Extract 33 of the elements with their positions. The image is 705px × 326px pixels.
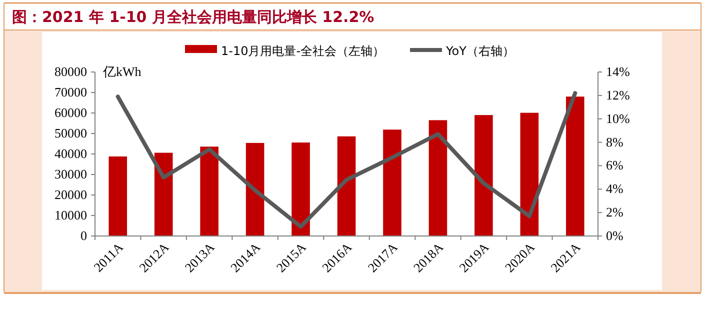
bar [428,120,448,236]
y-tick-label: 50000 [54,126,87,140]
y-tick-label: 70000 [54,84,87,100]
y-tick-label: 0 [80,228,87,243]
y2-tick-label: 14% [606,64,630,79]
legend-label: YoY（右轴） [445,44,514,58]
bar [154,152,173,236]
bar [566,96,584,236]
y2-tick-label: 0% [606,228,624,243]
y-tick-label: 80000 [54,64,87,79]
bar [246,142,264,236]
y-tick-label: 60000 [54,105,87,120]
y2-tick-label: 12% [606,87,630,102]
bar [520,112,539,236]
y2-tick-label: 4% [606,181,624,196]
y-tick-label: 30000 [54,166,87,182]
line-series [116,91,578,229]
bar [292,142,310,236]
y-axis-title: 亿kWh [102,64,142,79]
chart-title: 图：2021 年 1-10 月全社会用电量同比增长 12.2% [12,8,374,26]
y-tick-label: 10000 [54,208,87,222]
legend-label: 1-10月用电量-全社会（左轴） [221,44,385,58]
y-tick-label: 40000 [54,146,87,161]
y2-tick-label: 6% [606,158,624,173]
y2-tick-label: 10% [606,110,630,126]
y2-tick-label: 2% [606,204,624,220]
bar [108,156,128,236]
bar [383,130,402,236]
y-tick-label: 20000 [54,187,87,202]
bar [200,146,218,236]
bar [337,136,356,236]
bar [474,115,493,236]
y2-tick-label: 8% [606,134,624,150]
